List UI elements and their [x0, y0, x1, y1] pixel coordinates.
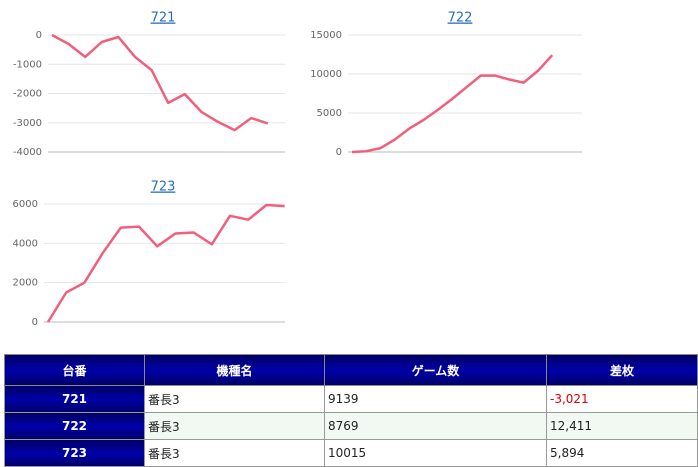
y-tick-label: 15000 [310, 30, 342, 41]
data-line [46, 203, 285, 323]
header-cell: 機種名 [144, 354, 325, 386]
header-cell: 台番 [4, 354, 145, 386]
y-tick-label: 0 [336, 147, 342, 158]
table-row: 723 番長3 10015 5,894 [4, 439, 698, 467]
table-cell: -3,021 [546, 385, 698, 413]
y-tick-label: -2000 [13, 89, 42, 100]
y-tick-label: 10000 [310, 69, 342, 80]
table-cell: 723 [4, 439, 145, 467]
header-row: 台番 機種名 ゲーム数 差枚 [4, 354, 698, 386]
table-cell: 722 [4, 412, 145, 440]
table-cell: 10015 [324, 439, 547, 467]
y-tick-label: -3000 [13, 118, 42, 129]
chart-title[interactable]: 723 [151, 180, 176, 195]
machine-table: 台番 機種名 ゲーム数 差枚 721 番長3 9139 -3,021 722 番長3 876… [4, 354, 698, 467]
y-tick-label: 5000 [317, 108, 342, 119]
table-cell: 番長3 [144, 412, 325, 440]
y-tick-label: -4000 [13, 147, 42, 158]
table-cell: 番長3 [144, 385, 325, 413]
charts: 721 0 -1000 -2000 -3000 -4000 722 0 5000 10000 150… [13, 11, 582, 328]
table-cell: 5,894 [546, 439, 698, 467]
header-cell: ゲーム数 [324, 354, 547, 386]
chart-title[interactable]: 722 [448, 11, 473, 26]
y-tick-label: 0 [36, 30, 42, 41]
chart-title[interactable]: 721 [151, 11, 176, 26]
header-cell: 差枚 [546, 354, 698, 386]
table-cell: 721 [4, 385, 145, 413]
table-row: 721 番長3 9139 -3,021 [4, 385, 698, 413]
data-line [51, 33, 269, 132]
y-tick-label: 4000 [13, 238, 38, 249]
table-cell: 番長3 [144, 439, 325, 467]
y-tick-label: 6000 [13, 199, 38, 210]
data-line [351, 54, 554, 154]
y-tick-label: 2000 [13, 278, 38, 289]
table-cell: 9139 [324, 385, 547, 413]
y-tick-label: -1000 [13, 59, 42, 70]
y-tick-label: 0 [32, 317, 38, 328]
table-row: 722 番長3 8769 12,411 [4, 412, 698, 440]
table-cell: 12,411 [546, 412, 698, 440]
table-cell: 8769 [324, 412, 547, 440]
